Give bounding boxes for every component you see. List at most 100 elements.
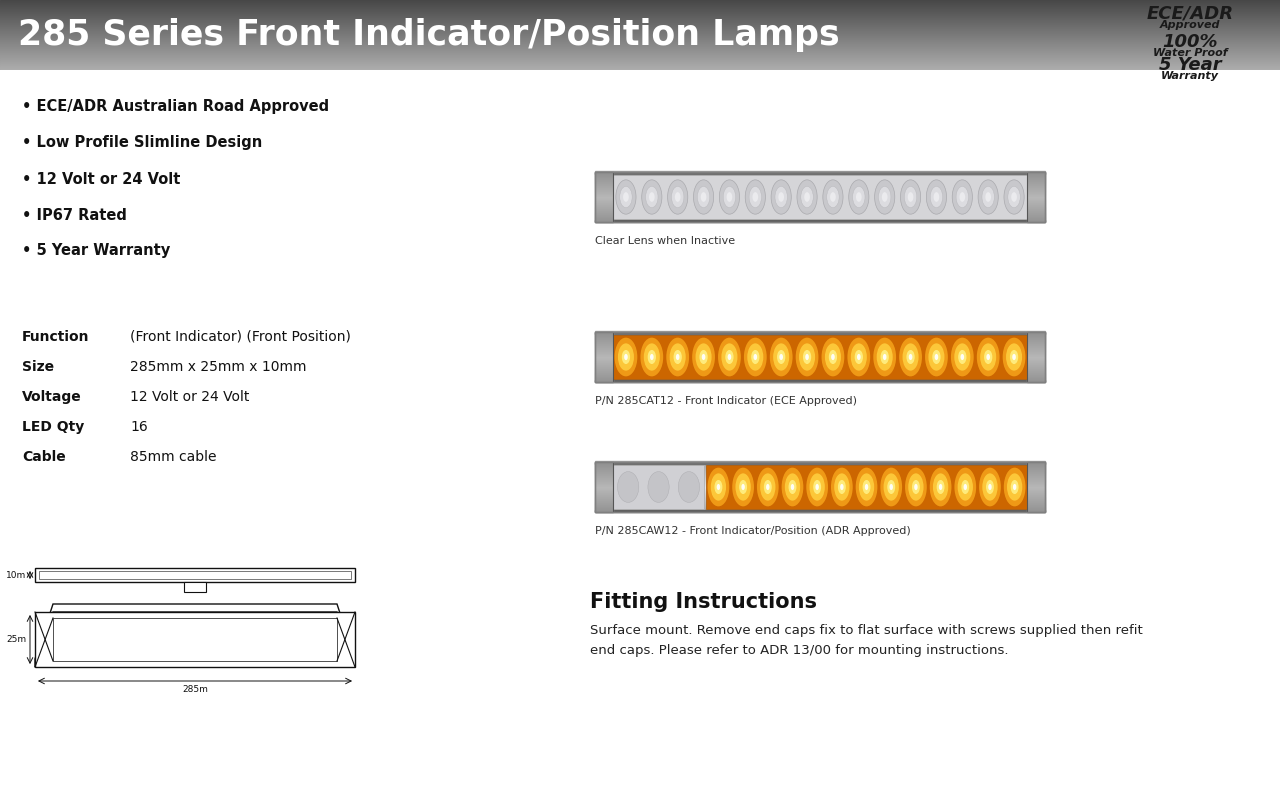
Bar: [1027, 202, 1044, 203]
Bar: [595, 476, 613, 477]
Bar: [595, 475, 1044, 476]
Ellipse shape: [672, 187, 684, 208]
Bar: [1027, 377, 1044, 378]
Bar: [595, 206, 613, 207]
Bar: [595, 474, 1044, 475]
Ellipse shape: [1012, 354, 1016, 360]
Bar: [0, 21, 1280, 23]
Ellipse shape: [668, 180, 687, 214]
Bar: [1027, 368, 1044, 369]
Bar: [595, 357, 1044, 358]
Bar: [595, 188, 613, 189]
Bar: [0, 17, 1280, 19]
Bar: [595, 220, 1044, 221]
Bar: [1027, 486, 1044, 487]
Bar: [1027, 195, 1044, 196]
Ellipse shape: [813, 480, 820, 494]
Bar: [595, 179, 613, 180]
Ellipse shape: [796, 338, 818, 376]
Bar: [595, 379, 1044, 380]
Ellipse shape: [1011, 192, 1016, 201]
Ellipse shape: [828, 350, 837, 364]
Bar: [595, 488, 613, 489]
Bar: [184, 582, 206, 592]
Bar: [1027, 356, 1044, 357]
Bar: [595, 198, 1044, 199]
Bar: [595, 472, 1044, 473]
Bar: [595, 189, 1044, 190]
Bar: [595, 483, 1044, 484]
Ellipse shape: [1007, 187, 1020, 208]
Bar: [595, 471, 613, 472]
Ellipse shape: [778, 192, 785, 201]
Bar: [1027, 188, 1044, 189]
Bar: [595, 352, 613, 353]
Bar: [595, 207, 613, 208]
Bar: [595, 332, 1044, 382]
Bar: [595, 499, 1044, 500]
Text: • ECE/ADR Australian Road Approved: • ECE/ADR Australian Road Approved: [22, 99, 329, 114]
Bar: [1027, 376, 1044, 377]
Bar: [595, 208, 613, 209]
Bar: [1027, 204, 1044, 205]
Bar: [595, 492, 1044, 493]
Bar: [595, 195, 613, 196]
Bar: [595, 495, 613, 496]
Text: 100%: 100%: [1162, 33, 1217, 51]
Text: 12 Volt or 24 Volt: 12 Volt or 24 Volt: [131, 390, 250, 404]
Bar: [1027, 198, 1044, 199]
Bar: [595, 496, 1044, 497]
Bar: [595, 491, 613, 492]
Bar: [0, 6, 1280, 7]
Ellipse shape: [840, 484, 844, 490]
Ellipse shape: [835, 473, 850, 501]
Bar: [595, 219, 1044, 220]
Bar: [0, 5, 1280, 6]
Bar: [595, 351, 1044, 352]
Bar: [595, 201, 613, 202]
Ellipse shape: [827, 187, 840, 208]
Bar: [0, 50, 1280, 52]
Ellipse shape: [937, 480, 945, 494]
Bar: [1027, 470, 1044, 471]
Text: Cable: Cable: [22, 450, 65, 464]
Bar: [595, 477, 1044, 478]
Bar: [0, 31, 1280, 32]
Ellipse shape: [952, 180, 973, 214]
Bar: [595, 219, 613, 220]
Bar: [1027, 207, 1044, 208]
Ellipse shape: [959, 350, 966, 364]
Ellipse shape: [745, 180, 765, 214]
Bar: [1027, 203, 1044, 204]
Bar: [595, 344, 613, 345]
Bar: [1027, 380, 1044, 381]
Bar: [1027, 332, 1044, 333]
Ellipse shape: [741, 484, 745, 490]
Bar: [595, 183, 613, 184]
Bar: [1027, 465, 1044, 466]
Bar: [595, 332, 613, 382]
Bar: [1027, 216, 1044, 217]
Bar: [0, 65, 1280, 66]
Text: (Front Indicator) (Front Position): (Front Indicator) (Front Position): [131, 330, 351, 344]
Bar: [1027, 375, 1044, 376]
Ellipse shape: [732, 467, 754, 506]
Bar: [595, 356, 613, 357]
Ellipse shape: [673, 350, 682, 364]
Bar: [595, 468, 613, 469]
Ellipse shape: [982, 187, 995, 208]
Bar: [0, 28, 1280, 30]
Bar: [0, 23, 1280, 24]
Ellipse shape: [960, 192, 965, 201]
Bar: [595, 348, 1044, 349]
Ellipse shape: [900, 180, 920, 214]
Bar: [0, 13, 1280, 15]
Bar: [595, 358, 1044, 359]
Text: • Low Profile Slimline Design: • Low Profile Slimline Design: [22, 135, 262, 150]
Ellipse shape: [649, 192, 654, 201]
Ellipse shape: [645, 187, 658, 208]
Bar: [595, 346, 613, 347]
Bar: [1027, 463, 1044, 464]
Bar: [595, 172, 613, 222]
Ellipse shape: [906, 350, 915, 364]
